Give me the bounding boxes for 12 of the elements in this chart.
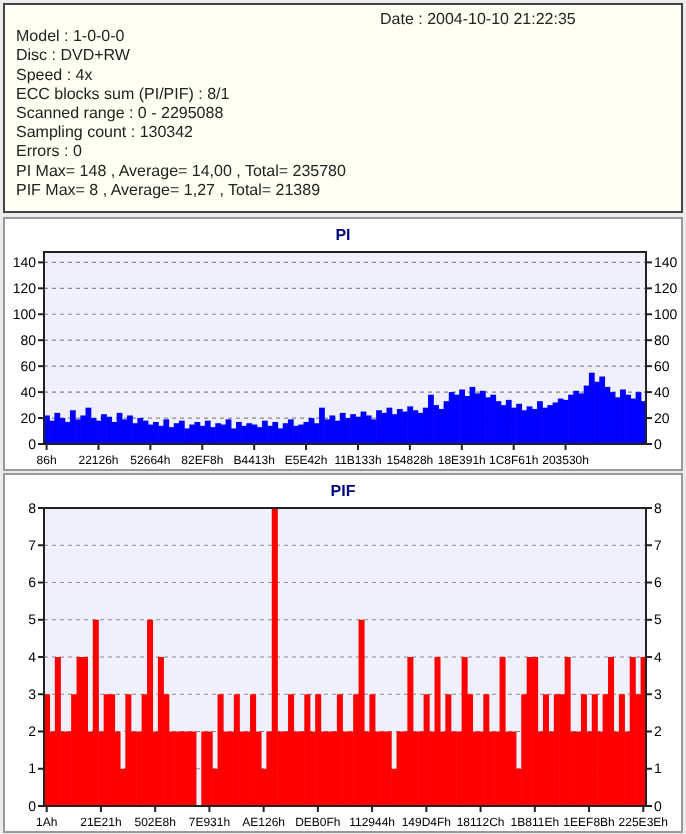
text: Sampling count : 130342 <box>16 123 195 142</box>
text: Scanned range : 0 - 2295088 <box>16 104 225 122</box>
chart-title: PIF <box>330 482 356 500</box>
text: PIF Max= 8 , Average= 1,27 , Total= 21389 <box>16 180 322 199</box>
text: Errors : 0 <box>16 142 83 161</box>
text: ECC blocks sum (PI/PIF) : 8/1 <box>16 84 231 103</box>
text: Model : 1-0-0-0 <box>16 27 126 46</box>
text: Disc : DVD+RW <box>16 46 131 65</box>
text: Speed : 4x <box>16 65 93 84</box>
text: PI Max= 148 , Average= 14,00 , Total= 235780 <box>16 161 347 180</box>
chart-title: PI <box>335 226 351 244</box>
text: Date : 2004-10-10 21:22:35 <box>380 10 577 28</box>
